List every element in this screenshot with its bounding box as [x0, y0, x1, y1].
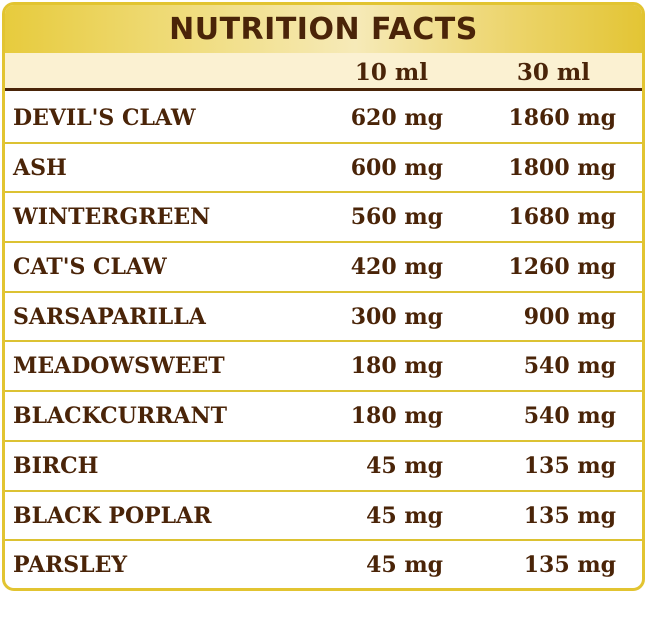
ingredient-name: CAT'S CLAW: [13, 254, 167, 281]
ingredient-name: BIRCH: [13, 452, 99, 479]
table-row: MEADOWSWEET 180 mg 540 mg: [5, 342, 642, 393]
table-row: WINTERGREEN 560 mg 1680 mg: [5, 193, 642, 244]
amount-30ml: 1800 mg: [508, 154, 616, 181]
amount-10ml: 560 mg: [350, 204, 443, 231]
amount-10ml: 600 mg: [350, 154, 443, 181]
nutrition-table: DEVIL'S CLAW 620 mg 1860 mg ASH 600 mg 1…: [5, 94, 642, 588]
ingredient-name: DEVIL'S CLAW: [13, 105, 196, 131]
column-header-row: 10 ml 30 ml: [5, 53, 642, 91]
table-row: BLACKCURRANT 180 mg 540 mg: [5, 392, 642, 442]
amount-10ml: 45 mg: [366, 552, 443, 579]
ingredient-name: WINTERGREEN: [13, 204, 211, 231]
table-row: ASH 600 mg 1800 mg: [5, 144, 642, 194]
amount-30ml: 540 mg: [523, 353, 616, 380]
table-row: BIRCH 45 mg 135 mg: [5, 442, 642, 492]
column-header-10ml: 10 ml: [354, 59, 428, 86]
amount-30ml: 1860 mg: [508, 105, 616, 131]
amount-30ml: 1260 mg: [508, 254, 616, 281]
table-row: BLACK POPLAR 45 mg 135 mg: [5, 492, 642, 542]
amount-30ml: 135 mg: [523, 502, 616, 529]
table-row: DEVIL'S CLAW 620 mg 1860 mg: [5, 94, 642, 144]
ingredient-name: ASH: [13, 154, 67, 181]
amount-30ml: 900 mg: [523, 303, 616, 330]
table-row: SARSAPARILLA 300 mg 900 mg: [5, 293, 642, 343]
amount-30ml: 1680 mg: [508, 204, 616, 231]
amount-30ml: 135 mg: [523, 552, 616, 579]
amount-10ml: 620 mg: [350, 105, 443, 131]
ingredient-name: BLACK POPLAR: [13, 502, 212, 529]
nutrition-facts-panel: NUTRITION FACTS 10 ml 30 ml DEVIL'S CLAW…: [2, 2, 645, 591]
amount-10ml: 45 mg: [366, 502, 443, 529]
amount-10ml: 300 mg: [350, 303, 443, 330]
amount-30ml: 135 mg: [523, 452, 616, 479]
amount-10ml: 420 mg: [350, 254, 443, 281]
ingredient-name: MEADOWSWEET: [13, 353, 225, 380]
ingredient-name: BLACKCURRANT: [13, 403, 227, 430]
amount-10ml: 180 mg: [350, 353, 443, 380]
ingredient-name: PARSLEY: [13, 552, 128, 579]
amount-10ml: 180 mg: [350, 403, 443, 430]
page-title: NUTRITION FACTS: [169, 11, 478, 47]
amount-30ml: 540 mg: [523, 403, 616, 430]
amount-10ml: 45 mg: [366, 452, 443, 479]
column-header-30ml: 30 ml: [516, 59, 590, 86]
table-row: PARSLEY 45 mg 135 mg: [5, 541, 642, 588]
title-bar: NUTRITION FACTS: [5, 5, 642, 53]
table-row: CAT'S CLAW 420 mg 1260 mg: [5, 243, 642, 293]
ingredient-name: SARSAPARILLA: [13, 303, 206, 330]
